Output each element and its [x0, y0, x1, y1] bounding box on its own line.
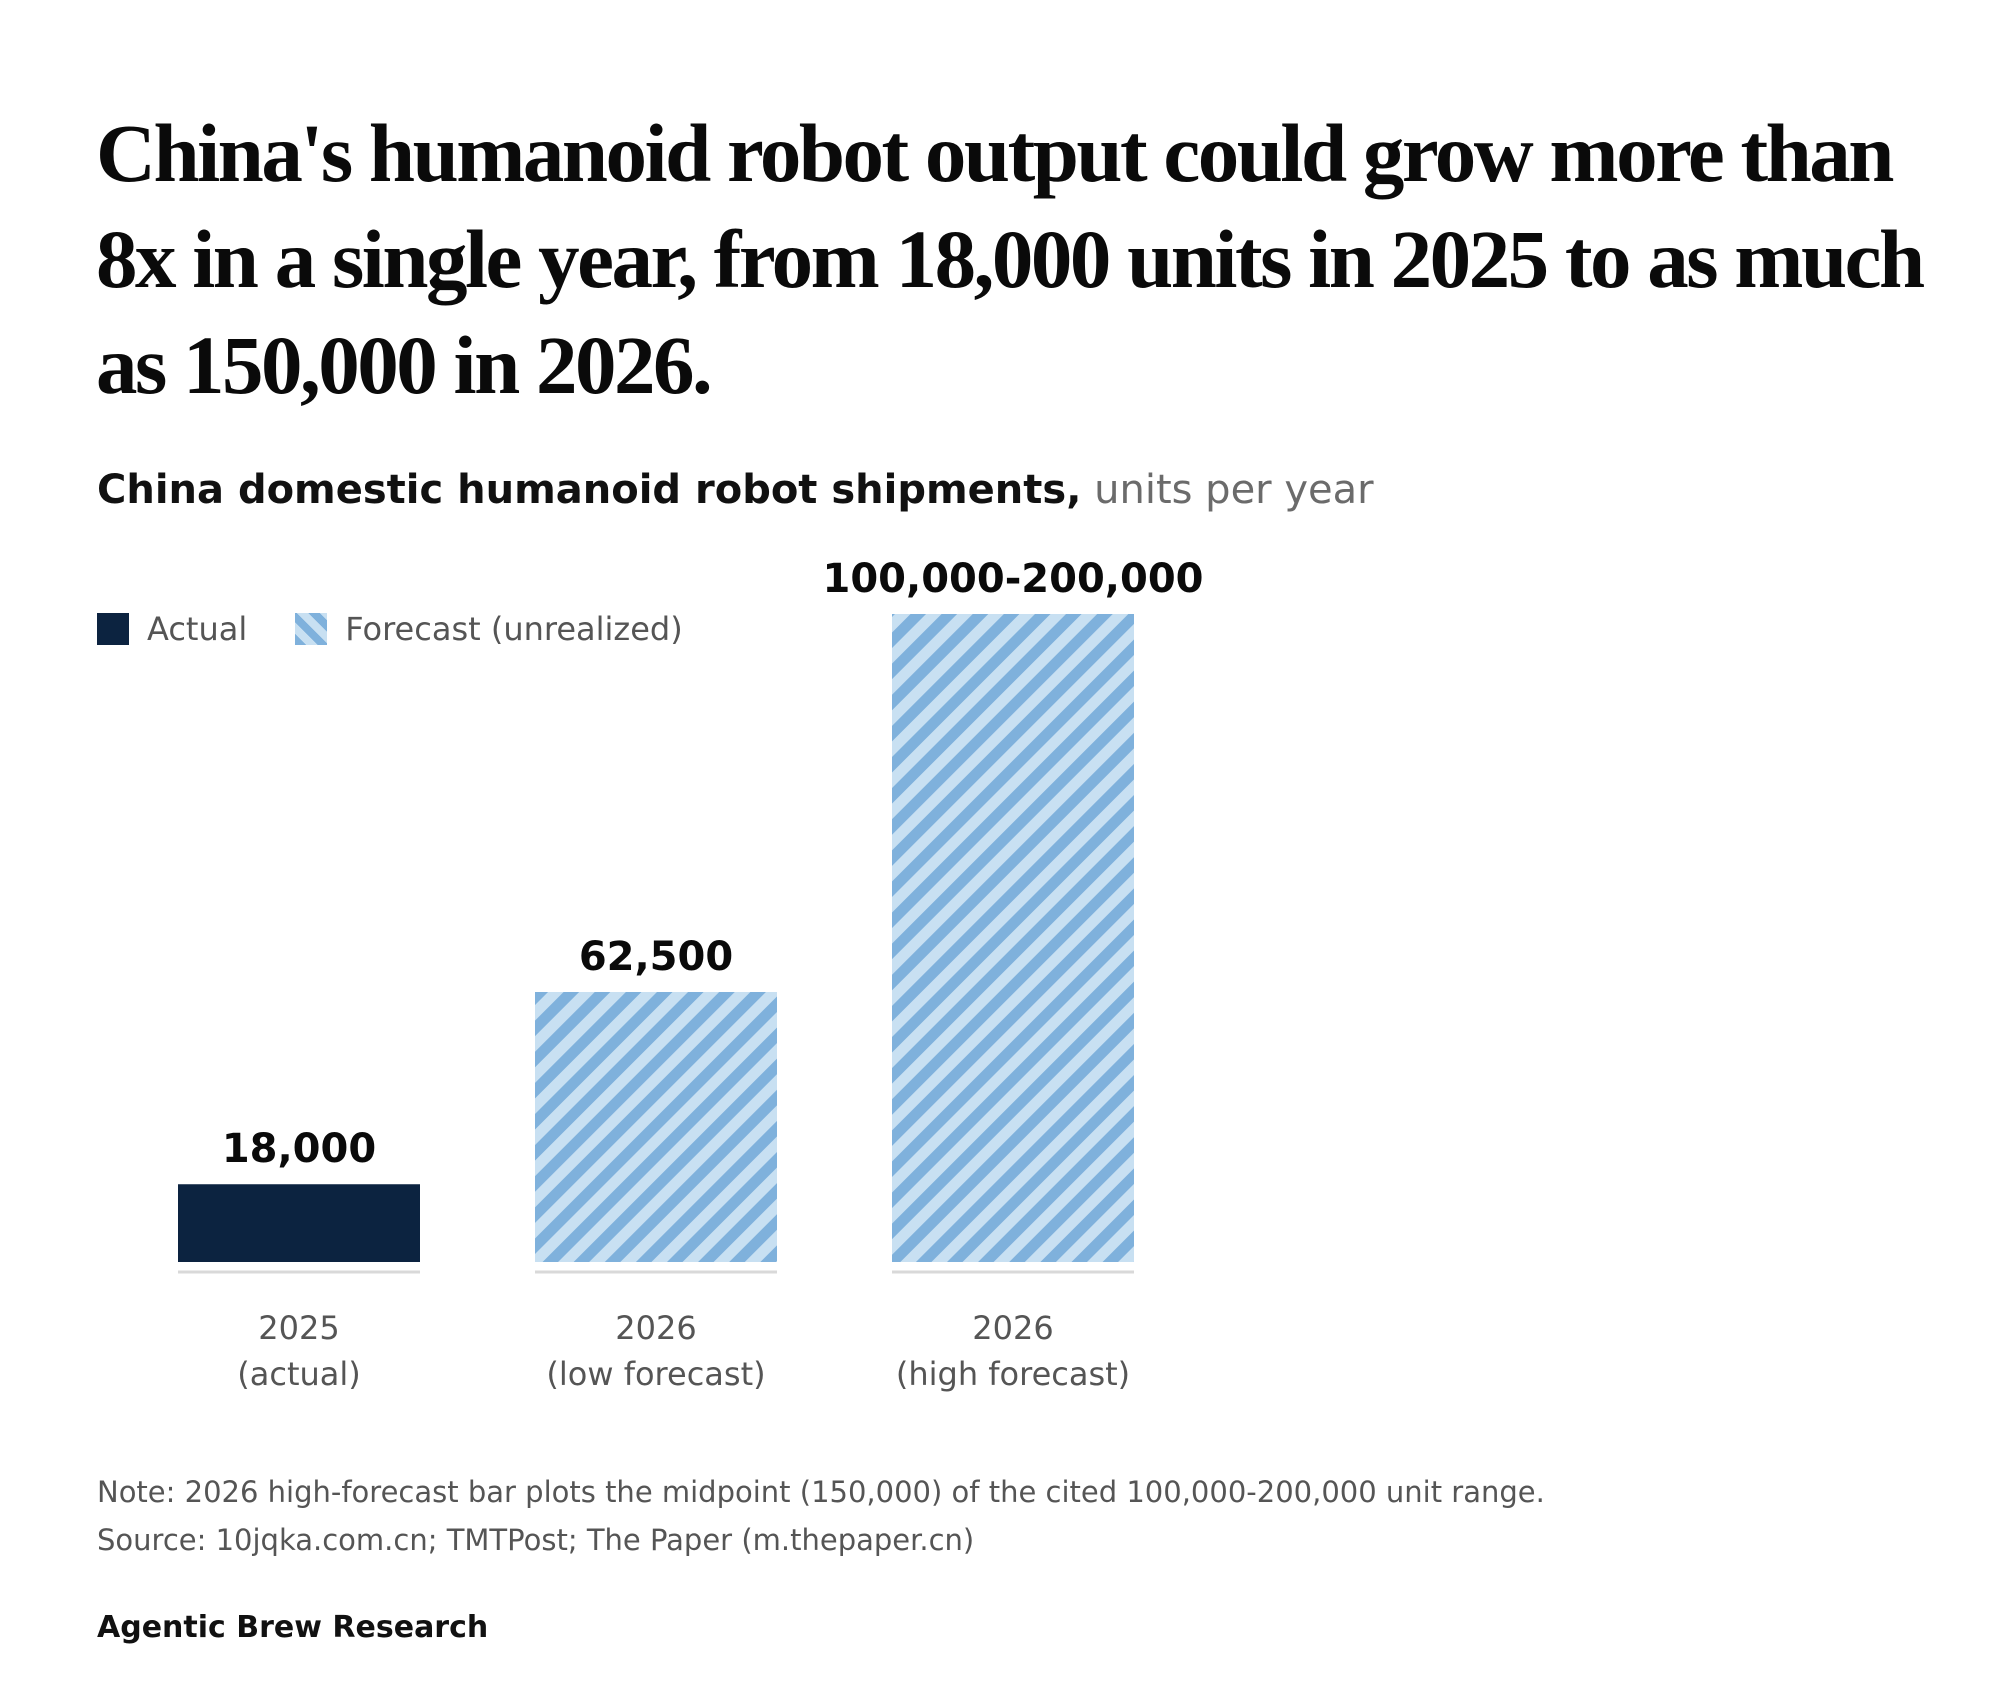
bar-0 — [178, 1184, 420, 1262]
legend-item-forecast: Forecast (unrealized) — [295, 610, 683, 648]
category-label-0: 2025 (actual) — [237, 1309, 361, 1393]
category-label-line: 2026 — [615, 1309, 696, 1347]
chart-subtitle: China domestic humanoid robot shipments,… — [97, 462, 1374, 518]
legend-label-forecast: Forecast (unrealized) — [345, 610, 683, 648]
source-text: Source: 10jqka.com.cn; TMTPost; The Pape… — [97, 1523, 975, 1557]
bar-chart: 18,000 62,500 100,000-200,000 2025 (actual)… — [178, 556, 1204, 1393]
legend: Actual Forecast (unrealized) — [97, 610, 731, 648]
legend-swatch-forecast — [295, 613, 328, 645]
legend-label-actual: Actual — [147, 610, 248, 648]
category-label-line: (low forecast) — [546, 1355, 765, 1393]
category-label-2: 2026 (high forecast) — [896, 1309, 1130, 1393]
footnotes: Note: 2026 high-forecast bar plots the m… — [97, 1468, 1545, 1564]
note-text: Note: 2026 high-forecast bar plots the m… — [97, 1475, 1545, 1509]
credit-text: Agentic Brew Research — [97, 1610, 489, 1645]
chart-title: China domestic humanoid robot shipments, — [97, 467, 1082, 513]
category-label-line: 2026 — [972, 1309, 1053, 1347]
category-label-line: (actual) — [237, 1355, 361, 1393]
value-label-2: 100,000-200,000 — [823, 556, 1204, 602]
value-label-0: 18,000 — [222, 1126, 376, 1172]
headline: China's humanoid robot output could grow… — [96, 107, 1925, 411]
bars-group — [178, 614, 1134, 1262]
chart-unit: units per year — [1094, 467, 1374, 513]
category-label-1: 2026 (low forecast) — [546, 1309, 765, 1393]
value-labels-group: 18,000 62,500 100,000-200,000 — [222, 556, 1204, 1172]
legend-item-actual: Actual — [97, 610, 247, 648]
category-labels-group: 2025 (actual) 2026 (low forecast) 2026 (high … — [237, 1309, 1130, 1393]
bar-1 — [535, 992, 777, 1262]
category-label-line: (high forecast) — [896, 1355, 1130, 1393]
bar-2 — [892, 614, 1134, 1262]
category-label-line: 2025 — [258, 1309, 339, 1347]
legend-swatch-actual — [97, 613, 129, 645]
value-label-1: 62,500 — [579, 934, 733, 980]
